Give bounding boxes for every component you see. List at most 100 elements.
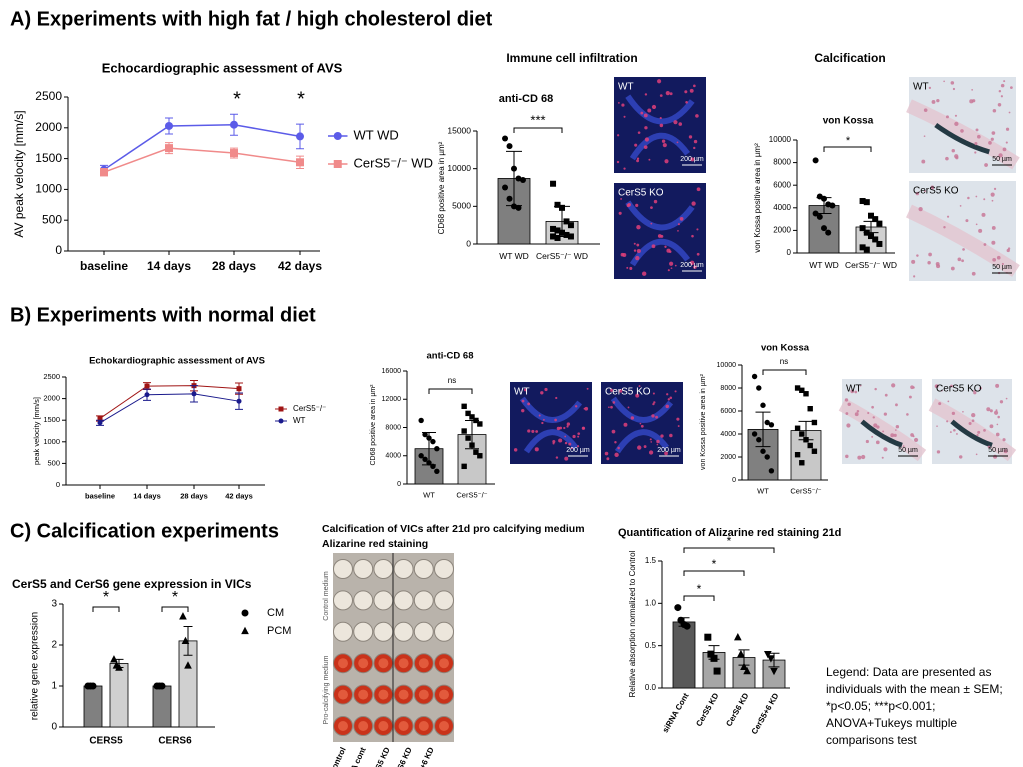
stain-dot <box>614 441 617 444</box>
data-point <box>181 636 190 645</box>
legend-label: PCM <box>267 625 291 637</box>
data-point <box>559 204 565 211</box>
significance-bracket <box>683 595 715 601</box>
stain-dot <box>928 252 932 257</box>
y-tick-label: 0 <box>51 722 57 733</box>
well <box>413 590 434 611</box>
well <box>434 559 454 579</box>
stain-dot <box>696 228 699 231</box>
image-label: CerS5 KO <box>605 387 651 398</box>
y-tick-label: 6000 <box>720 408 736 415</box>
chart-title: von Kossa <box>823 116 874 127</box>
stain-dot <box>950 266 955 271</box>
stain-dot <box>531 429 535 434</box>
stain-dot <box>665 404 669 409</box>
well-center <box>398 689 409 700</box>
y-tick-label: 2 <box>51 640 57 651</box>
stain-dot <box>971 88 974 91</box>
well <box>434 590 454 611</box>
well <box>353 621 374 642</box>
stain-dot <box>847 402 851 407</box>
image-label: WT <box>618 82 634 93</box>
data-point <box>811 419 818 426</box>
x-tick-label: WT WD <box>809 260 839 270</box>
x-tick-label: WT <box>757 486 769 495</box>
tissue-fold <box>838 398 927 462</box>
data-point <box>230 120 238 129</box>
data-point <box>422 431 428 438</box>
bar <box>83 685 103 728</box>
stain-dot <box>643 445 647 448</box>
stain-dot <box>636 159 640 163</box>
stain-dot <box>935 384 939 388</box>
y-tick-label: 1 <box>51 681 57 692</box>
stain-dot <box>572 434 576 439</box>
y-tick-label: 2500 <box>43 372 60 381</box>
stain-dot <box>677 229 679 232</box>
stain-dot <box>928 86 932 90</box>
significance-label: *** <box>530 112 545 127</box>
significance-label: * <box>727 534 732 548</box>
stain-dot <box>983 429 986 432</box>
legend-marker <box>241 626 249 635</box>
stain-dot <box>1007 247 1011 250</box>
scale-bar-label: 200 µm <box>657 447 681 454</box>
stain-dot <box>946 215 950 218</box>
tissue-fold <box>610 396 674 454</box>
chart-title: Quantification of Alizarine red staining… <box>618 527 841 539</box>
well <box>333 559 353 579</box>
data-point <box>511 165 517 172</box>
stain-dot <box>650 441 653 443</box>
stain-dot <box>890 433 895 438</box>
well <box>333 590 353 611</box>
data-point <box>825 229 832 236</box>
stain-dot <box>604 451 609 456</box>
legend-label: WT <box>293 416 306 425</box>
stain-dot <box>623 167 626 170</box>
stain-dot <box>995 383 1000 388</box>
stain-dot <box>998 89 1002 93</box>
chart-title: Echokardiographic assessment of AVS <box>89 356 265 367</box>
stain-dot <box>967 196 970 200</box>
data-point <box>559 229 565 236</box>
stain-dot <box>918 206 923 212</box>
stain-dot <box>633 242 636 245</box>
stain-dot <box>857 455 862 460</box>
significance-label: * <box>103 589 109 606</box>
data-point <box>515 204 522 211</box>
data-point <box>803 391 809 397</box>
plate-column-label: CerS6 KD <box>390 746 414 767</box>
stain-dot <box>1005 141 1008 144</box>
stain-dot <box>881 456 884 459</box>
stain-dot <box>559 426 563 430</box>
y-tick-label: 2000 <box>773 226 791 235</box>
stain-dot <box>975 128 979 132</box>
chart-title: anti-CD 68 <box>499 93 553 105</box>
y-tick-label: 0 <box>397 481 401 488</box>
y-tick-label: 6000 <box>773 180 791 189</box>
stain-dot <box>996 255 1001 260</box>
stain-dot <box>993 454 998 459</box>
stain-dot <box>945 115 949 119</box>
stain-dot <box>921 159 926 164</box>
significance-bracket <box>683 570 745 576</box>
x-tick-label: 42 days <box>225 491 253 500</box>
stain-dot <box>873 423 878 428</box>
bar <box>152 685 172 728</box>
stain-dot <box>1002 147 1007 152</box>
stain-dot <box>975 453 978 456</box>
well-center <box>358 658 369 669</box>
well-center <box>378 658 389 669</box>
stain-dot <box>997 103 1002 107</box>
well-center <box>378 721 389 731</box>
stain-dot <box>883 447 888 452</box>
stain-dot <box>846 423 851 428</box>
stain-dot <box>908 395 912 399</box>
legend-label: CerS5⁻/⁻ <box>293 404 326 413</box>
data-point <box>461 403 467 410</box>
stain-dot <box>521 408 525 413</box>
x-tick-label: 42 days <box>278 259 322 273</box>
data-point <box>418 417 424 424</box>
data-point <box>554 201 561 208</box>
